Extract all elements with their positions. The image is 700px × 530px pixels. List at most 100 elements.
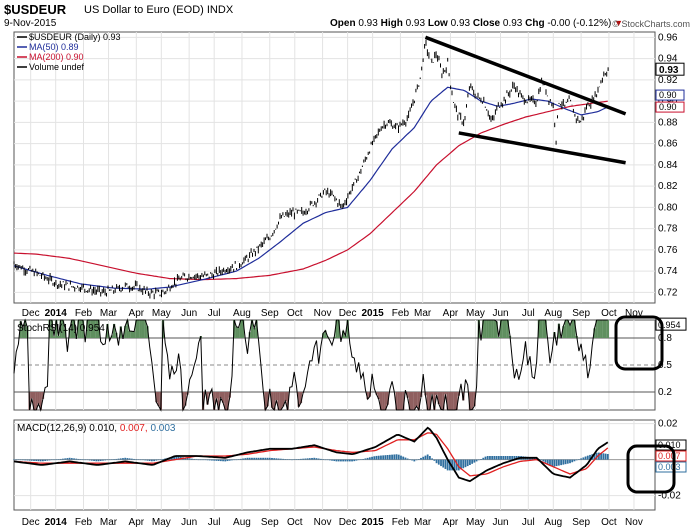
open-label: Open [330,18,356,29]
stochrsi-overbought-fill [135,320,138,338]
copyright-text: © StockCharts.com [612,19,690,29]
stochrsi-oversold-fill [455,392,458,410]
x-tick-label: Dec [339,517,357,528]
x-tick-label: Jul [522,308,535,319]
stochrsi-oversold-fill [155,392,158,403]
stochrsi-overbought-fill [119,326,122,338]
macd-histogram-bar [142,459,144,461]
macd-y-tick-label: -0.02 [658,491,681,502]
macd-histogram-bar [449,459,451,471]
stochrsi-overbought-fill [235,326,238,338]
macd-histogram-bar [424,455,427,460]
price-bars [13,39,609,300]
stochrsi-oversold-fill [444,392,447,395]
macd-histogram-bar [580,458,583,460]
macd-histogram-bar [15,459,18,461]
macd-histogram-bar [191,458,193,460]
stochrsi-oversold-fill [41,392,45,399]
stochrsi-oversold-fill [275,392,278,401]
macd-histogram-bar [497,456,500,460]
stochrsi-overbought-fill [124,325,127,338]
macd-histogram-bar [139,459,142,461]
macd-histogram-bar [73,458,75,460]
macd-histogram-bar [491,456,494,460]
stochrsi-overbought-fill [542,320,545,338]
macd-value-tag-label: 0.010 [658,440,681,450]
stochrsi-overbought-fill [86,320,89,338]
macd-histogram-bar [598,452,600,460]
stochrsi-oversold-fill [437,392,440,404]
stochrsi-overbought-fill [50,320,54,338]
price-y-tick-label: 0.88 [658,117,678,128]
macd-histogram-bar [19,459,22,461]
x-tick-label: Feb [392,308,410,319]
macd-histogram-bar [317,458,320,460]
macd-histogram-bar [486,456,489,460]
macd-histogram-bar [277,458,280,460]
macd-histogram-bar [589,454,591,460]
macd-histogram-bar [77,458,80,460]
macd-histogram-bar [422,456,425,460]
stochrsi-oversold-fill [279,392,283,410]
stochrsi-value-label: 0.954 [658,320,681,330]
stochrsi-overbought-fill [557,323,561,338]
stochrsi-overbought-fill [70,320,74,338]
macd-histogram-bar [331,459,333,461]
chart-header: $USDEUR US Dollar to Euro (EOD) INDX 9-N… [2,0,698,32]
macd-histogram-bar [313,457,316,460]
x-tick-label: Apr [129,517,145,528]
macd-histogram-bar [464,459,467,468]
stochrsi-oversold-fill [377,392,380,400]
price-y-tick-label: 0.80 [658,202,678,213]
macd-histogram-bar [353,459,356,462]
legend-label: $USDEUR (Daily) 0.93 [29,32,121,42]
macd-histogram-bar [64,458,67,460]
stochrsi-oversold-fill [206,392,209,405]
macd-histogram-bar [26,459,29,461]
price-y-tick-label: 0.84 [658,160,678,171]
macd-histogram-bar [584,456,587,460]
stochrsi-overbought-fill [571,320,574,338]
stochrsi-overbought-fill [539,320,543,338]
macd-histogram-bar [110,459,113,461]
stochrsi-oversold-fill [382,392,385,410]
stochrsi-overbought-fill [52,336,56,338]
macd-histogram-bar [322,459,325,460]
macd-histogram-bar [186,457,189,460]
stochrsi-overbought-fill [239,320,243,338]
macd-histogram-bar [417,459,420,460]
macd-histogram-bar [571,459,574,463]
macd-histogram-bar [30,459,33,461]
macd-histogram-bar [97,459,100,462]
macd-histogram-bar [226,459,229,462]
macd-histogram-bar [431,458,434,460]
macd-histogram-bar [202,459,204,461]
stochrsi-overbought-fill [342,330,345,338]
macd-histogram-bar [197,459,200,461]
stochrsi-overbought-fill [499,320,503,338]
macd-histogram-bar [135,459,138,460]
macd-histogram-bar [95,459,98,462]
macd-histogram-bar [400,455,402,460]
macd-histogram-bar [444,459,447,469]
macd-histogram-bar [484,456,487,460]
macd-histogram-bar [70,458,73,460]
macd-histogram-bar [259,457,262,460]
high-value: 0.93 [405,18,426,29]
chg-label: Chg [525,18,545,29]
macd-histogram-bar [308,458,311,460]
macd-histogram-bar [411,459,413,461]
macd-y-tick-label: 0.02 [658,419,678,430]
macd-histogram-bar [495,456,498,460]
macd-histogram-bar [324,459,327,461]
stochrsi-oversold-fill [428,392,432,410]
macd-signal-value: 0.007, [120,423,151,434]
stochrsi-oversold-fill [266,392,269,407]
price-panel-frame [13,31,656,304]
macd-histogram-bar [215,459,218,461]
macd-histogram-bar [462,459,465,469]
macd-histogram-bar [446,459,449,471]
x-tick-label: Dec [22,517,40,528]
stochrsi-oversold-fill [286,392,289,410]
stochrsi-oversold-fill [408,392,412,410]
